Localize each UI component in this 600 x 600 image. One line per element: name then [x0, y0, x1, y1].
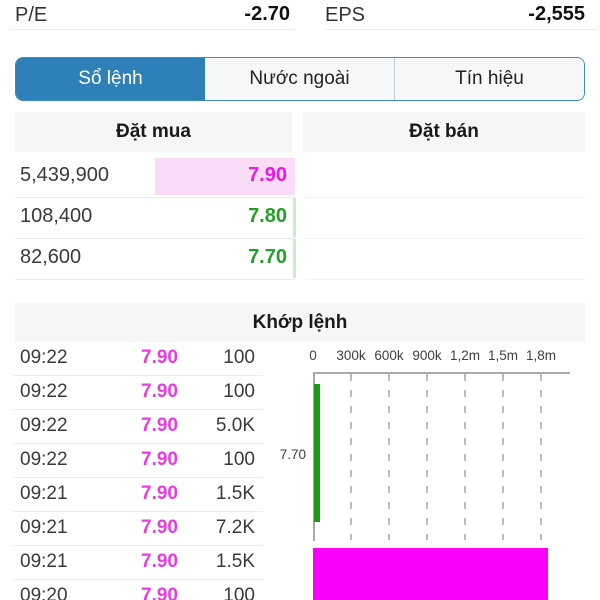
- trade-volume: 5.0K: [215, 415, 255, 436]
- trade-price: 7.90: [141, 415, 178, 436]
- divider: [325, 29, 597, 30]
- trade-time: 09:22: [20, 449, 68, 470]
- x-tick-label: 1,2m: [449, 348, 481, 363]
- matched-row[interactable]: 09:21 7.90 7.2K: [13, 511, 263, 546]
- eps-value: -2,555: [528, 3, 585, 25]
- chart-gridline: [426, 374, 428, 540]
- buy-price: 7.70: [248, 246, 287, 268]
- depth-bar: [155, 158, 295, 195]
- trade-volume: 100: [223, 347, 255, 368]
- matched-row[interactable]: 09:22 7.90 100: [13, 375, 263, 410]
- trade-price: 7.90: [141, 449, 178, 470]
- trade-volume: 7.2K: [215, 517, 255, 538]
- chart-x-axis-line: [313, 372, 570, 374]
- buy-volume: 82,600: [20, 246, 82, 268]
- sell-row-separator: [305, 238, 585, 239]
- matched-row[interactable]: 09:22 7.90 5.0K: [13, 409, 263, 444]
- buy-row[interactable]: 108,400 7.80: [15, 197, 296, 239]
- buy-price: 7.80: [248, 205, 287, 227]
- sell-row-separator: [305, 197, 585, 198]
- x-tick-label: 1,5m: [487, 348, 519, 363]
- matched-row[interactable]: 09:21 7.90 1.5K: [13, 477, 263, 512]
- buy-price: 7.90: [248, 164, 287, 186]
- x-tick-label: 1,8m: [525, 348, 557, 363]
- trade-volume: 100: [223, 381, 255, 402]
- buy-column-header: Đặt mua: [15, 112, 292, 152]
- trade-volume: 1.5K: [215, 551, 255, 572]
- tab-foreign[interactable]: Nước ngoài: [205, 58, 394, 100]
- buy-volume: 108,400: [20, 205, 93, 227]
- eps-label: EPS: [325, 4, 366, 26]
- buy-row[interactable]: 5,439,900 7.90: [15, 156, 295, 198]
- x-tick-label: 300k: [336, 348, 366, 363]
- trade-volume: 1.5K: [215, 483, 255, 504]
- tab-bar: Sổ lệnh Nước ngoài Tín hiệu: [15, 57, 585, 101]
- trade-time: 09:21: [20, 483, 68, 504]
- matched-orders-header: Khớp lệnh: [15, 303, 585, 342]
- buy-row[interactable]: 82,600 7.70: [15, 238, 296, 280]
- pe-label: P/E: [15, 4, 48, 26]
- y-tick-label: 7.70: [279, 447, 306, 462]
- chart-gridline: [464, 374, 466, 540]
- trade-price: 7.90: [141, 551, 178, 572]
- chart-gridline: [388, 374, 390, 540]
- chart-gridline: [540, 374, 542, 540]
- trade-price: 7.90: [141, 381, 178, 402]
- matched-row[interactable]: 09:22 7.90 100: [13, 341, 263, 376]
- trade-time: 09:20: [20, 585, 68, 600]
- volume-bar-7-90: [313, 548, 548, 600]
- depth-bar: [293, 198, 296, 237]
- trade-price: 7.90: [141, 347, 178, 368]
- trade-volume: 100: [223, 449, 255, 470]
- trade-time: 09:22: [20, 415, 68, 436]
- trade-time: 09:21: [20, 517, 68, 538]
- tab-order-book[interactable]: Sổ lệnh: [16, 58, 205, 100]
- matched-row[interactable]: 09:22 7.90 100: [13, 443, 263, 478]
- x-tick-label: 0: [309, 348, 317, 363]
- tab-signals[interactable]: Tín hiệu: [394, 58, 584, 100]
- trade-time: 09:22: [20, 347, 68, 368]
- volume-bar-7-70: [314, 384, 320, 522]
- chart-gridline: [502, 374, 504, 540]
- sell-row-separator: [305, 279, 585, 280]
- matched-row[interactable]: 09:20 7.90 100: [13, 579, 263, 600]
- chart-gridline: [350, 374, 352, 540]
- x-tick-label: 900k: [412, 348, 442, 363]
- divider: [10, 29, 295, 30]
- pe-value: -2.70: [244, 3, 290, 25]
- trade-time: 09:22: [20, 381, 68, 402]
- trade-time: 09:21: [20, 551, 68, 572]
- depth-bar: [293, 239, 296, 278]
- trade-volume: 100: [223, 585, 255, 600]
- trade-price: 7.90: [141, 517, 178, 538]
- matched-row[interactable]: 09:21 7.90 1.5K: [13, 545, 263, 580]
- x-tick-label: 600k: [374, 348, 404, 363]
- buy-volume: 5,439,900: [20, 164, 109, 186]
- trade-price: 7.90: [141, 483, 178, 504]
- trade-price: 7.90: [141, 585, 178, 600]
- sell-column-header: Đặt bán: [303, 112, 585, 152]
